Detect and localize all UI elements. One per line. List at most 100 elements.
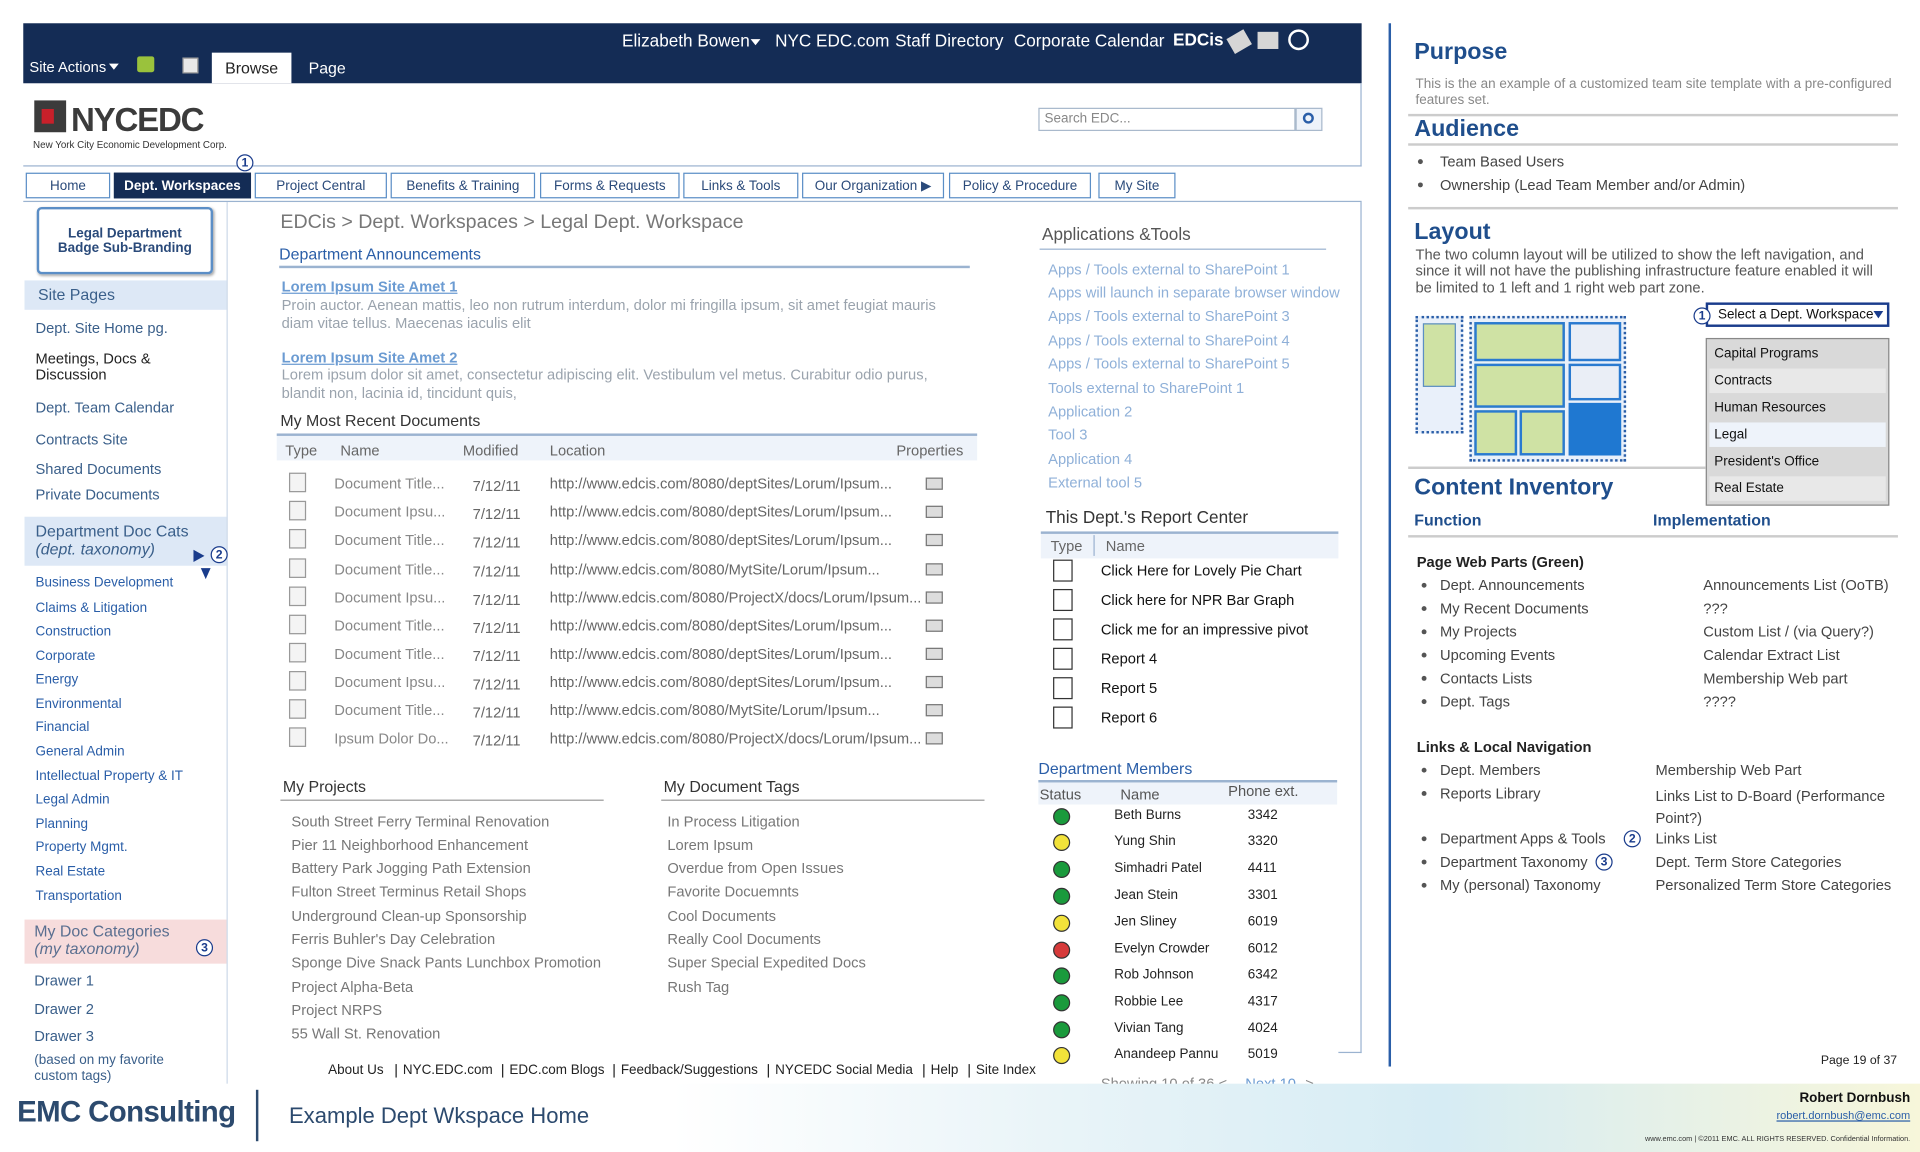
doc-location[interactable]: http://www.edcis.com/8080/deptSites/Loru… — [549, 530, 893, 549]
nav-tab[interactable]: Links & Tools — [683, 172, 799, 199]
project-link[interactable]: Ferris Buhler's Day Celebration — [291, 930, 496, 948]
search-box[interactable]: Search EDC... — [1038, 107, 1296, 132]
project-link[interactable]: Sponge Dive Snack Pants Lunchbox Promoti… — [291, 954, 602, 972]
member-name[interactable]: Beth Burns — [1114, 808, 1181, 824]
taxonomy-link[interactable]: Energy — [35, 672, 79, 688]
doc-location[interactable]: http://www.edcis.com/8080/deptSites/Loru… — [549, 502, 893, 520]
doc-location[interactable]: http://www.edcis.com/8080/MytSite/Lorum/… — [549, 560, 880, 578]
footer-link[interactable]: Site Index — [975, 1063, 1036, 1078]
tag-link[interactable]: Favorite Docuemnts — [667, 883, 799, 901]
report-link[interactable]: Click Here for Lovely Pie Chart — [1100, 561, 1302, 579]
member-name[interactable]: Anandeep Pannu — [1114, 1047, 1219, 1062]
member-name[interactable]: Evelyn Crowder — [1114, 941, 1210, 957]
ribbon-tab[interactable]: Browse — [211, 52, 292, 84]
taxonomy-link[interactable]: Business Development — [35, 575, 174, 591]
nav-link[interactable]: Shared Documents — [35, 459, 162, 477]
footer-link[interactable]: NYC.EDC.com — [402, 1063, 493, 1078]
app-link[interactable]: External tool 5 — [1048, 474, 1143, 492]
report-link[interactable]: Report 6 — [1100, 708, 1158, 726]
doc-location[interactable]: http://www.edcis.com/8080/deptSites/Loru… — [549, 672, 893, 691]
user-menu[interactable]: Elizabeth Bowen — [622, 30, 750, 51]
report-link[interactable]: Click here for NPR Bar Graph — [1100, 590, 1295, 609]
project-link[interactable]: Battery Park Jogging Path Extension — [291, 859, 531, 877]
tag-link[interactable]: Lorem Ipsum — [667, 836, 754, 854]
footer-link[interactable]: Feedback/Suggestions — [620, 1063, 758, 1078]
project-link[interactable]: Pier 11 Neighborhood Enhancement — [291, 836, 529, 854]
nav-link[interactable]: Dept. Team Calendar — [35, 398, 175, 416]
app-link[interactable]: Apps / Tools external to SharePoint 5 — [1048, 355, 1290, 373]
report-link[interactable]: Report 4 — [1100, 649, 1158, 667]
member-name[interactable]: Jean Stein — [1114, 887, 1178, 903]
taxonomy-link[interactable]: Intellectual Property & IT — [35, 769, 184, 784]
taxonomy-link[interactable]: Real Estate — [35, 864, 106, 880]
doc-name[interactable]: Document Title... — [334, 530, 445, 549]
top-link[interactable]: NYC EDC.com — [775, 30, 890, 51]
app-link[interactable]: Application 4 — [1048, 450, 1133, 468]
dropdown-option[interactable]: Legal — [1709, 422, 1886, 447]
tag-link[interactable]: Really Cool Documents — [667, 930, 821, 948]
dropdown-option[interactable]: Real Estate — [1709, 476, 1886, 501]
nav-link[interactable]: Meetings, Docs & Discussion — [35, 349, 151, 383]
project-link[interactable]: Project Alpha-Beta — [291, 977, 414, 996]
app-link[interactable]: Apps will launch in separate browser win… — [1048, 284, 1340, 302]
nav-tab[interactable]: Our Organization ▶ — [802, 172, 945, 199]
ribbon-tab[interactable]: Page — [308, 58, 346, 78]
member-name[interactable]: Yung Shin — [1114, 834, 1176, 849]
dropdown-option[interactable]: Contracts — [1709, 368, 1886, 394]
dropdown-option[interactable]: Human Resources — [1709, 395, 1886, 421]
site-actions[interactable]: Site Actions — [29, 58, 107, 76]
app-link[interactable]: Application 2 — [1048, 402, 1133, 420]
app-link[interactable]: Tool 3 — [1048, 426, 1088, 444]
doc-location[interactable]: http://www.edcis.com/8080/ProjectX/docs/… — [549, 588, 922, 606]
taxonomy-link[interactable]: General Admin — [35, 744, 125, 760]
doc-location[interactable]: http://www.edcis.com/8080/deptSites/Loru… — [549, 644, 893, 662]
tag-link[interactable]: Overdue from Open Issues — [667, 859, 844, 877]
report-link[interactable]: Report 5 — [1100, 679, 1158, 697]
doc-name[interactable]: Document Title... — [334, 616, 445, 634]
doc-location[interactable]: http://www.edcis.com/8080/MytSite/Lorum/… — [549, 701, 880, 719]
doc-name[interactable]: Document Title... — [334, 560, 445, 578]
nav-link[interactable]: Dept. Site Home pg. — [35, 319, 168, 337]
doc-name[interactable]: Document Title... — [334, 701, 445, 719]
taxonomy-link[interactable]: Transportation — [35, 889, 122, 904]
doc-name[interactable]: Document Ipsu... — [334, 588, 446, 606]
top-link[interactable]: Staff Directory — [895, 30, 1004, 51]
report-link[interactable]: Click me for an impressive pivot — [1100, 620, 1309, 638]
project-link[interactable]: 55 Wall St. Renovation — [291, 1025, 441, 1043]
nav-tab[interactable]: Project Central — [254, 172, 387, 199]
email[interactable]: robert.dornbush@emc.com — [1776, 1109, 1911, 1123]
member-name[interactable]: Simhadri Patel — [1114, 861, 1202, 876]
app-link[interactable]: Apps / Tools external to SharePoint 1 — [1048, 260, 1290, 278]
tag-link[interactable]: Super Special Expedited Docs — [667, 954, 866, 972]
doc-location[interactable]: http://www.edcis.com/8080/deptSites/Loru… — [549, 616, 893, 634]
doc-name[interactable]: Document Ipsu... — [334, 502, 446, 520]
announcement-title[interactable]: Lorem Ipsum Site Amet 2 — [281, 348, 458, 366]
taxonomy-link[interactable]: Construction — [35, 624, 112, 640]
app-link[interactable]: Apps / Tools external to SharePoint 3 — [1048, 307, 1290, 325]
nav-link[interactable]: Contracts Site — [35, 430, 128, 448]
nav-tab[interactable]: Benefits & Training — [390, 172, 536, 199]
member-name[interactable]: Robbie Lee — [1114, 994, 1184, 1010]
app-link[interactable]: Apps / Tools external to SharePoint 4 — [1048, 331, 1290, 349]
announcement-title[interactable]: Lorem Ipsum Site Amet 1 — [281, 277, 458, 295]
nav-tab[interactable]: My Site — [1098, 172, 1176, 199]
tag-link[interactable]: Cool Documents — [667, 907, 776, 925]
project-link[interactable]: Underground Clean-up Sponsorship — [291, 907, 527, 925]
taxonomy-link[interactable]: Environmental — [35, 696, 122, 712]
doc-name[interactable]: Ipsum Dolor Do... — [334, 729, 449, 747]
footer-link[interactable]: Help — [930, 1063, 959, 1078]
nav-link[interactable]: Drawer 2 — [34, 999, 94, 1017]
footer-link[interactable]: NYCEDC Social Media — [775, 1063, 913, 1078]
doc-location[interactable]: http://www.edcis.com/8080/deptSites/Loru… — [549, 474, 893, 492]
footer-link[interactable]: About Us — [328, 1063, 384, 1078]
doc-location[interactable]: http://www.edcis.com/8080/ProjectX/docs/… — [549, 729, 922, 747]
nav-tab[interactable]: Dept. Workspaces — [113, 172, 252, 199]
tag-link[interactable]: Rush Tag — [667, 977, 730, 996]
taxonomy-link[interactable]: Planning — [35, 816, 88, 832]
taxonomy-link[interactable]: Legal Admin — [35, 792, 110, 808]
nav-link[interactable]: Drawer 3 — [34, 1026, 94, 1044]
doc-name[interactable]: Document Title... — [334, 644, 445, 662]
nav-link[interactable]: Drawer 1 — [34, 971, 94, 989]
dropdown-option[interactable]: Capital Programs — [1709, 341, 1886, 367]
nav-tab[interactable]: Forms & Requests — [540, 172, 680, 199]
